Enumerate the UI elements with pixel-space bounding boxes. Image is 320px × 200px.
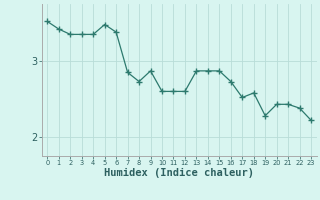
X-axis label: Humidex (Indice chaleur): Humidex (Indice chaleur) bbox=[104, 168, 254, 178]
